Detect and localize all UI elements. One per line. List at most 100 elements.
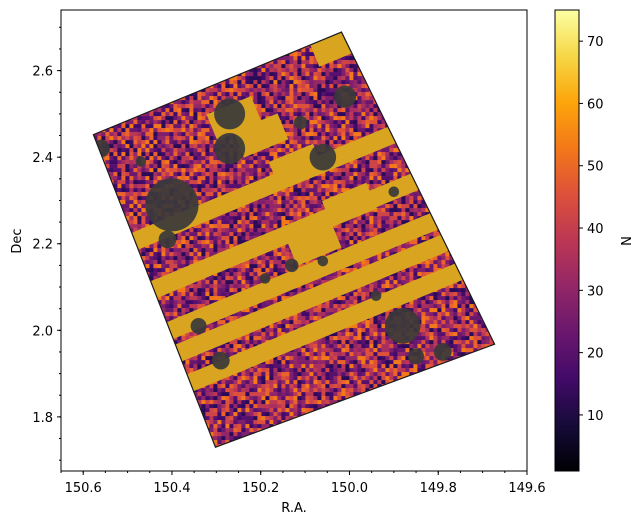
heatmap-cell <box>461 124 466 129</box>
heatmap-cell <box>293 212 298 217</box>
heatmap-cell <box>381 88 386 93</box>
heatmap-cell <box>101 92 106 97</box>
heatmap-cell <box>177 120 182 125</box>
heatmap-cell <box>433 164 438 169</box>
heatmap-cell <box>117 220 122 225</box>
heatmap-cell <box>117 180 122 185</box>
heatmap-cell <box>413 44 418 49</box>
heatmap-cell <box>197 128 202 133</box>
heatmap-cell <box>197 76 202 81</box>
heatmap-cell <box>329 180 334 185</box>
heatmap-cell <box>389 168 394 173</box>
heatmap-cell <box>97 88 102 93</box>
heatmap-cell <box>401 48 406 53</box>
heatmap-cell <box>93 228 98 233</box>
heatmap-cell <box>177 40 182 45</box>
heatmap-cell <box>301 48 306 53</box>
heatmap-cell <box>173 80 178 85</box>
heatmap-cell <box>485 184 490 189</box>
heatmap-cell <box>121 140 126 145</box>
heatmap-cell <box>357 76 362 81</box>
heatmap-cell <box>437 200 442 205</box>
heatmap-cell <box>301 136 306 141</box>
heatmap-cell <box>337 120 342 125</box>
heatmap-cell <box>369 160 374 165</box>
heatmap-cell <box>129 164 134 169</box>
heatmap-cell <box>493 192 495 197</box>
heatmap-cell <box>97 200 102 205</box>
heatmap-cell <box>261 168 266 173</box>
heatmap-cell <box>441 40 446 45</box>
heatmap-cell <box>421 212 426 217</box>
heatmap-cell <box>105 116 110 121</box>
heatmap-cell <box>421 160 426 165</box>
heatmap-cell <box>321 80 326 85</box>
heatmap-cell <box>157 100 162 105</box>
heatmap-cell <box>301 100 306 105</box>
heatmap-cell <box>453 164 458 169</box>
heatmap-cell <box>393 52 398 57</box>
heatmap-cell <box>261 92 266 97</box>
heatmap-cell <box>309 212 314 217</box>
heatmap-cell <box>365 52 370 57</box>
heatmap-cell <box>273 40 278 45</box>
heatmap-cell <box>429 96 434 101</box>
heatmap-cell <box>429 192 434 197</box>
heatmap-cell <box>141 212 146 217</box>
heatmap-cell <box>233 52 238 57</box>
heatmap-cell <box>481 192 486 197</box>
heatmap-cell <box>213 172 218 177</box>
heatmap-cell <box>125 44 130 49</box>
heatmap-cell <box>253 40 258 45</box>
heatmap-cell <box>365 112 370 117</box>
heatmap-cell <box>385 112 390 117</box>
heatmap-cell <box>453 100 458 105</box>
heatmap-cell <box>101 52 106 57</box>
heatmap-cell <box>441 200 446 205</box>
heatmap-cell <box>137 56 142 61</box>
heatmap-cell <box>465 156 470 161</box>
heatmap-cell <box>149 180 154 185</box>
heatmap-cell <box>113 44 118 49</box>
heatmap-cell <box>161 164 166 169</box>
heatmap-cell <box>381 108 386 113</box>
heatmap-cell <box>485 72 490 77</box>
heatmap-cell <box>361 108 366 113</box>
heatmap-cell <box>449 128 454 133</box>
heatmap-cell <box>433 200 438 205</box>
heatmap-cell <box>325 80 330 85</box>
heatmap-cell <box>401 160 406 165</box>
heatmap-cell <box>213 60 218 65</box>
heatmap-cell <box>97 168 102 173</box>
heatmap-cell <box>421 184 426 189</box>
heatmap-cell <box>445 104 450 109</box>
heatmap-cell <box>377 156 382 161</box>
heatmap-cell <box>457 88 462 93</box>
heatmap-cell <box>301 72 306 77</box>
heatmap-cell <box>301 132 306 137</box>
heatmap-cell <box>461 180 466 185</box>
heatmap-cell <box>225 40 230 45</box>
heatmap-cell <box>485 64 490 69</box>
heatmap-cell <box>321 88 326 93</box>
heatmap-cell <box>385 204 390 209</box>
heatmap-cell <box>397 96 402 101</box>
heatmap-cell <box>413 96 418 101</box>
heatmap-cell <box>465 212 470 217</box>
heatmap-cell <box>105 48 110 53</box>
heatmap-cell <box>149 176 154 181</box>
heatmap-cell <box>265 100 270 105</box>
heatmap-cell <box>161 112 166 117</box>
heatmap-cell <box>109 192 114 197</box>
heatmap-cell <box>389 220 394 225</box>
heatmap-cell <box>281 116 286 121</box>
heatmap-cell <box>425 144 430 149</box>
heatmap-cell <box>109 176 114 181</box>
heatmap-cell <box>449 40 454 45</box>
heatmap-cell <box>361 92 366 97</box>
heatmap-cell <box>165 112 170 117</box>
heatmap-cell <box>105 184 110 189</box>
heatmap-cell <box>421 148 426 153</box>
heatmap-cell <box>229 52 234 57</box>
heatmap-cell <box>257 212 262 217</box>
